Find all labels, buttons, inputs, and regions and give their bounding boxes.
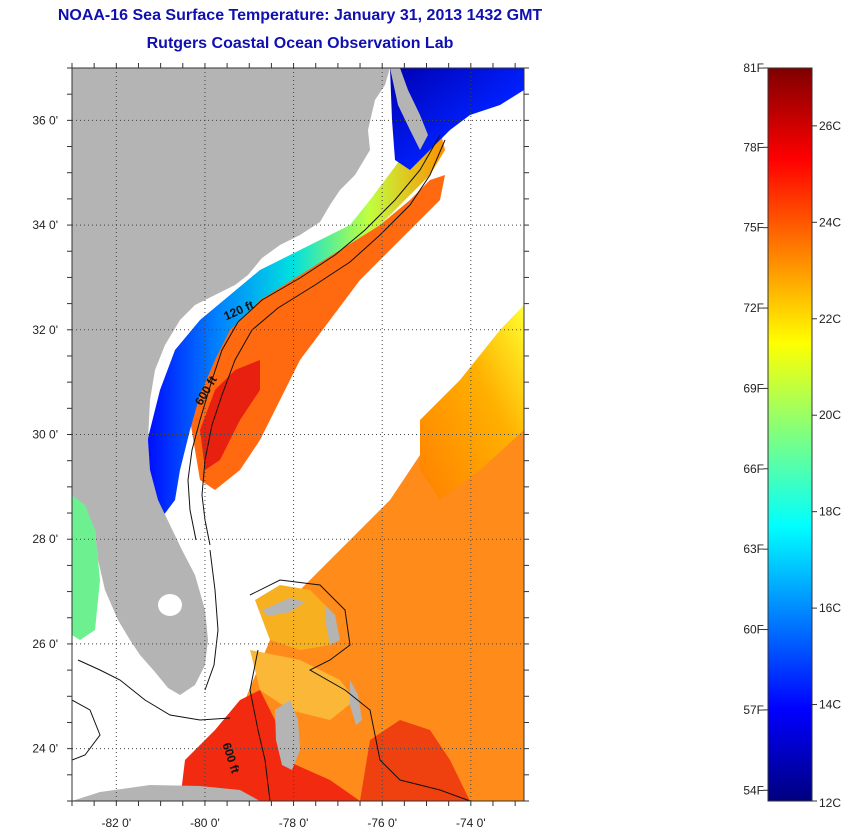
lon-tick-label: -76 0' bbox=[367, 816, 397, 830]
contour-florida-keys bbox=[77, 659, 231, 721]
lat-tick-label: 32 0' bbox=[32, 323, 58, 337]
colorbar-f-label: 69F bbox=[743, 381, 764, 395]
sst-bahamas-banks bbox=[250, 650, 355, 720]
colorbar-c-label: 22C bbox=[819, 312, 841, 326]
colorbar-f-label: 66F bbox=[743, 462, 764, 476]
colorbar-c-label: 26C bbox=[819, 119, 841, 133]
lat-tick-label: 36 0' bbox=[32, 113, 58, 127]
colorbar-c-label: 24C bbox=[819, 215, 841, 229]
contour-bahamas-outer bbox=[249, 579, 471, 801]
sst-coastal-shelf bbox=[140, 130, 445, 520]
sst-gulf-stream-core bbox=[200, 360, 260, 470]
colorbar-celsius-labels: 26C 24C 22C 20C 18C 16C 14C 12C bbox=[812, 119, 841, 810]
latitude-axis: 36 0' 34 0' 32 0' 30 0' 28 0' 26 0' 24 0' bbox=[32, 67, 529, 802]
lon-tick-label: -78 0' bbox=[279, 816, 309, 830]
colorbar-f-label: 78F bbox=[743, 140, 764, 154]
longitude-axis: -82 0' -80 0' -78 0' -76 0' -74 0' bbox=[71, 63, 516, 830]
lon-tick-label: -74 0' bbox=[456, 816, 486, 830]
sst-florida-coastal bbox=[72, 490, 100, 640]
contour-gulf-west bbox=[72, 699, 101, 761]
colorbar-c-label: 14C bbox=[819, 698, 841, 712]
contour-florida-east bbox=[204, 549, 219, 691]
lat-tick-label: 26 0' bbox=[32, 637, 58, 651]
lon-tick-label: -80 0' bbox=[190, 816, 220, 830]
title-line-2: Rutgers Coastal Ocean Observation Lab bbox=[146, 35, 454, 52]
colorbar-c-label: 12C bbox=[819, 796, 841, 810]
land-eleuthera bbox=[350, 680, 362, 725]
colorbar-f-label: 54F bbox=[743, 783, 764, 797]
colorbar-f-label: 75F bbox=[743, 221, 764, 235]
lake-okeechobee bbox=[158, 594, 182, 616]
sst-northern-cold bbox=[390, 68, 524, 170]
colorbar-fahrenheit-labels: 81F 78F 75F 72F 69F 66F 63F 60F 57F 54F bbox=[743, 61, 768, 797]
title-line-1: NOAA-16 Sea Surface Temperature: January… bbox=[57, 7, 543, 24]
sst-florida-straits-red bbox=[360, 720, 470, 801]
map-imagery bbox=[72, 68, 524, 801]
sst-northeast-yellow bbox=[420, 305, 524, 500]
colorbar-f-label: 72F bbox=[743, 301, 764, 315]
temperature-colorbar: 81F 78F 75F 72F 69F 66F 63F 60F 57F 54F 26C 24C 22C… bbox=[743, 61, 841, 810]
colorbar-f-label: 81F bbox=[743, 61, 764, 75]
lat-tick-label: 24 0' bbox=[32, 742, 58, 756]
sst-southern-red bbox=[180, 690, 360, 801]
sst-gulf-stream bbox=[190, 175, 445, 490]
sst-bahamas bbox=[255, 585, 335, 650]
lat-tick-label: 34 0' bbox=[32, 218, 58, 232]
colorbar-f-label: 57F bbox=[743, 703, 764, 717]
colorbar-c-label: 16C bbox=[819, 601, 841, 615]
colorbar-f-label: 60F bbox=[743, 623, 764, 637]
colorbar-c-label: 20C bbox=[819, 408, 841, 422]
colorbar-scale bbox=[767, 67, 813, 802]
land-abaco bbox=[325, 605, 340, 645]
map-grid bbox=[72, 68, 524, 801]
contour-bahamas-inner bbox=[249, 649, 271, 801]
land-us-southeast bbox=[72, 68, 390, 695]
colorbar-c-label: 18C bbox=[819, 505, 841, 519]
land-grand-bahama bbox=[262, 598, 305, 616]
land-cuba bbox=[72, 785, 260, 801]
lat-tick-label: 30 0' bbox=[32, 428, 58, 442]
lon-tick-label: -82 0' bbox=[101, 816, 131, 830]
lat-tick-label: 28 0' bbox=[32, 532, 58, 546]
land-outer-banks bbox=[390, 68, 428, 150]
contour-120ft bbox=[187, 134, 441, 541]
colorbar-f-label: 63F bbox=[743, 542, 764, 556]
